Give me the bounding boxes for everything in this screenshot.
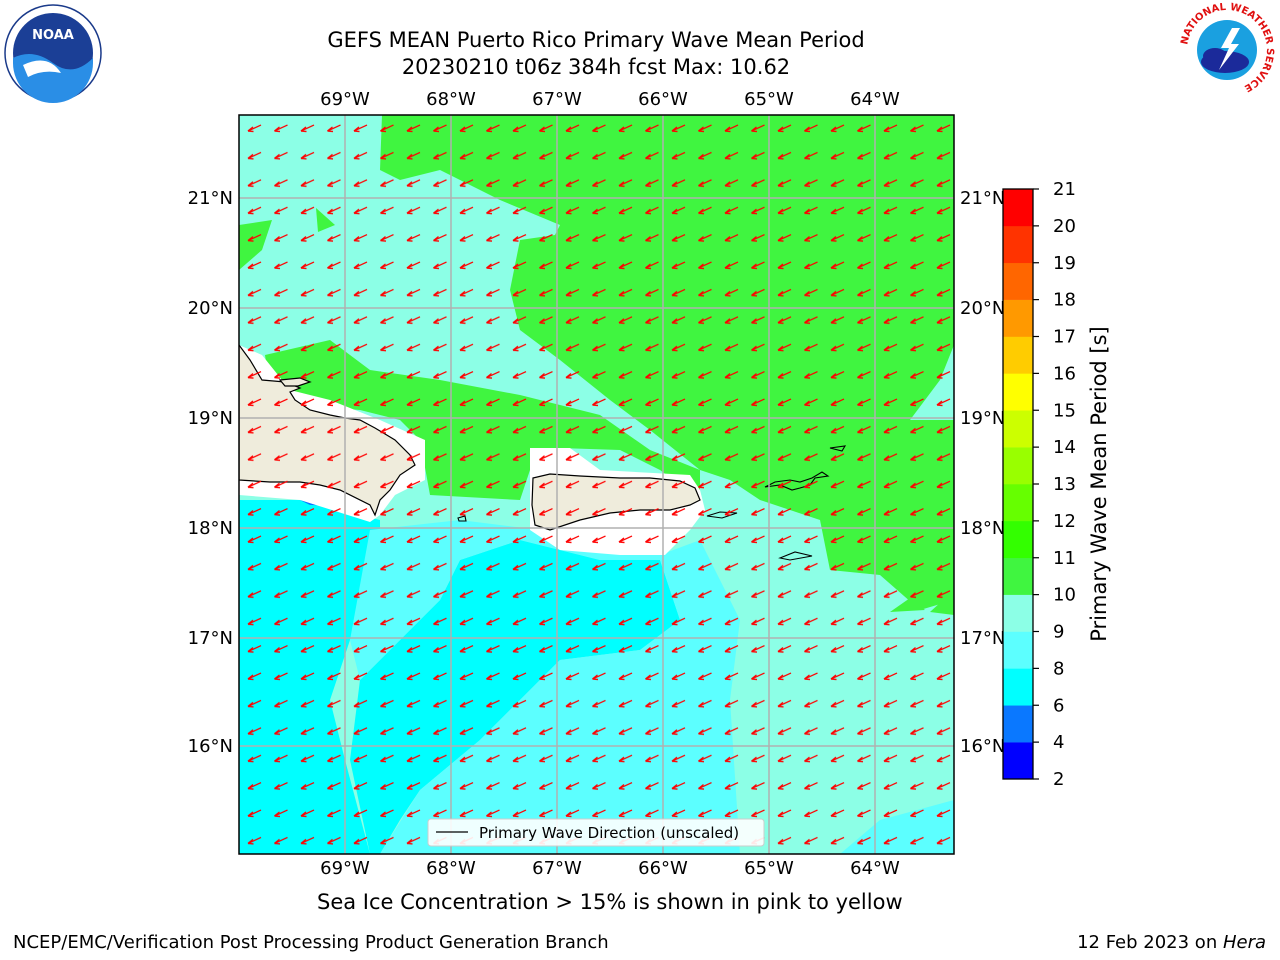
noaa-logo-text: NOAA — [32, 28, 74, 43]
legend-label: Primary Wave Direction (unscaled) — [479, 824, 739, 842]
lon-tick-top: 65°W — [744, 89, 794, 110]
footer-date-text: 12 Feb 2023 on — [1077, 932, 1223, 953]
lat-tick-right: 18°N — [960, 518, 1005, 539]
lon-tick-top: 67°W — [532, 89, 582, 110]
colorbar-tick-label: 9 — [1053, 622, 1064, 643]
sea-ice-note: Sea Ice Concentration > 15% is shown in … — [317, 890, 903, 914]
lat-tick-right: 16°N — [960, 736, 1005, 757]
lon-tick-bottom: 64°W — [850, 858, 900, 879]
colorbar-tick-label: 19 — [1053, 253, 1076, 274]
lat-tick-right: 20°N — [960, 298, 1005, 319]
colorbar-tick-label: 13 — [1053, 474, 1076, 495]
colorbar-tick-label: 16 — [1053, 363, 1076, 384]
lat-tick-left: 17°N — [188, 628, 233, 649]
chart-subtitle: 20230210 t06z 384h fcst Max: 10.62 — [401, 55, 791, 79]
wave-direction-vectors — [239, 115, 954, 854]
lon-tick-top: 69°W — [320, 89, 370, 110]
colorbar-segment — [1003, 373, 1033, 411]
lat-tick-left: 19°N — [188, 408, 233, 429]
colorbar-tick-label: 6 — [1053, 695, 1064, 716]
colorbar-segment — [1003, 189, 1033, 227]
colorbar-segment — [1003, 225, 1033, 264]
colorbar-segment — [1003, 410, 1033, 448]
lon-tick-bottom: 69°W — [320, 858, 370, 879]
footer-host: Hera — [1222, 932, 1266, 953]
colorbar-segment — [1003, 520, 1033, 559]
lon-tick-bottom: 65°W — [744, 858, 794, 879]
colorbar-tick-label: 2 — [1053, 769, 1064, 790]
lon-tick-bottom: 68°W — [426, 858, 476, 879]
lon-tick-top: 68°W — [426, 89, 476, 110]
colorbar-label: Primary Wave Mean Period [s] — [1087, 326, 1111, 642]
footer-credit: NCEP/EMC/Verification Post Processing Pr… — [13, 932, 609, 953]
colorbar-tick-label: 11 — [1053, 548, 1076, 569]
colorbar-tick-label: 10 — [1053, 585, 1076, 606]
colorbar-segment — [1003, 262, 1033, 300]
map-frame — [238, 114, 955, 855]
vector-legend: Primary Wave Direction (unscaled) — [427, 818, 765, 847]
colorbar-segment — [1003, 594, 1033, 632]
colorbar-segment — [1003, 557, 1033, 595]
lon-tick-bottom: 66°W — [638, 858, 688, 879]
colorbar-tick-label: 4 — [1053, 732, 1064, 753]
lon-tick-bottom: 67°W — [532, 858, 582, 879]
colorbar-tick-label: 12 — [1053, 511, 1076, 532]
colorbar-tick-label: 17 — [1053, 327, 1076, 348]
colorbar-segment — [1003, 631, 1033, 669]
nws-logo-icon: NATIONAL WEATHER SERVICE — [1179, 2, 1275, 97]
lat-tick-right: 17°N — [960, 628, 1005, 649]
colorbar-tick-label: 20 — [1053, 216, 1076, 237]
colorbar: 2 4 6 8 9 10 11 12 13 14 15 16 17 18 19 20 21 — [1002, 179, 1076, 790]
map-gridlines — [239, 115, 954, 854]
colorbar-segment — [1003, 299, 1033, 337]
chart-title: GEFS MEAN Puerto Rico Primary Wave Mean … — [327, 28, 865, 52]
colorbar-segment — [1003, 447, 1033, 485]
colorbar-segment — [1003, 484, 1033, 522]
colorbar-tick-label: 8 — [1053, 658, 1064, 679]
lat-tick-left: 16°N — [188, 736, 233, 757]
colorbar-segment — [1003, 336, 1033, 374]
colorbar-segment — [1003, 742, 1033, 780]
noaa-logo-icon: NOAA — [4, 4, 102, 103]
colorbar-tick-label: 18 — [1053, 290, 1076, 311]
lat-tick-left: 20°N — [188, 298, 233, 319]
colorbar-tick-label: 21 — [1053, 179, 1076, 200]
lat-tick-right: 21°N — [960, 188, 1005, 209]
lat-tick-left: 21°N — [188, 188, 233, 209]
lon-tick-top: 64°W — [850, 89, 900, 110]
colorbar-segment — [1003, 668, 1033, 706]
lon-tick-top: 66°W — [638, 89, 688, 110]
colorbar-tick-label: 15 — [1053, 400, 1076, 421]
footer-date: 12 Feb 2023 on Hera — [1077, 932, 1266, 953]
lat-tick-right: 19°N — [960, 408, 1005, 429]
lat-tick-left: 18°N — [188, 518, 233, 539]
colorbar-tick-label: 14 — [1053, 437, 1076, 458]
colorbar-segment — [1003, 705, 1033, 743]
